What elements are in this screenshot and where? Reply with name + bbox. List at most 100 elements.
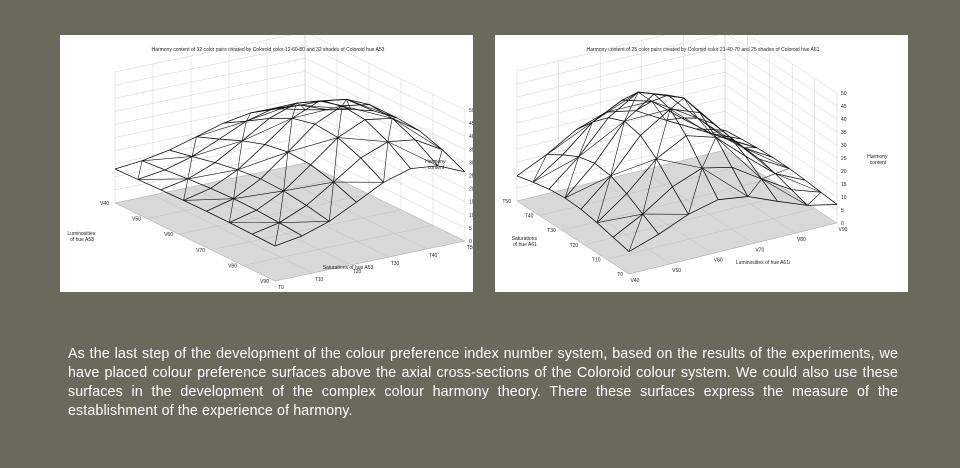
surface-mesh-line	[532, 156, 579, 183]
y-tick-label: V60	[164, 232, 173, 238]
surface-mesh-line	[606, 100, 652, 113]
surface-chart-a53: Harmony content of 32 color pairs create…	[67, 35, 473, 291]
wall-gridline	[114, 123, 306, 164]
z-tick-label: 20	[469, 187, 473, 193]
surface-mesh-line	[392, 117, 397, 119]
surface-mesh-line	[697, 117, 712, 134]
surface-mesh	[114, 98, 466, 247]
wall-gridline	[516, 84, 726, 137]
x-tick-label: T50	[467, 245, 473, 251]
surface-mesh-line	[304, 108, 466, 173]
surface-mesh-line	[346, 99, 397, 118]
floor-gridline	[516, 200, 630, 275]
surface-mesh-line	[287, 137, 338, 153]
z-axis-label: Harmony content	[867, 154, 889, 166]
surface-mesh-line	[142, 156, 193, 162]
surface-mesh-line	[187, 169, 238, 180]
wall-gridline	[304, 162, 466, 242]
floor-gridline	[242, 225, 434, 266]
surface-mesh-line	[341, 99, 347, 106]
surface-mesh-line	[233, 169, 239, 199]
wall-gridline	[516, 110, 726, 163]
surface-mesh-line	[724, 129, 838, 205]
surface-mesh-line	[596, 135, 806, 223]
y-tick-label: T10	[592, 257, 601, 263]
floor-gridline	[210, 209, 402, 250]
surface-mesh-line	[277, 98, 439, 166]
surface-mesh-line	[114, 108, 306, 170]
wall-gridline	[114, 58, 306, 99]
surface-mesh-line	[546, 154, 660, 235]
z-tick-label: 15	[469, 200, 473, 206]
surface-mesh-line	[605, 91, 719, 200]
z-tick-label: 35	[469, 147, 473, 153]
y-tick-label: T0	[617, 272, 623, 278]
surface-mesh-line	[223, 117, 384, 183]
z-axis-label-line1: Harmony	[867, 154, 888, 160]
surface-mesh-line	[328, 182, 334, 222]
surface-mesh-line	[183, 198, 234, 201]
floor-gridline	[628, 222, 838, 275]
wall-gridline	[516, 35, 665, 72]
surface-mesh-line	[300, 104, 306, 110]
wall-gridline	[304, 136, 466, 215]
wall-gridline	[114, 110, 306, 151]
caption-paragraph: As the last step of the development of t…	[68, 346, 898, 419]
surface-mesh-line	[274, 222, 280, 247]
y-axis-label-line2: of hue A53	[70, 237, 94, 243]
surface-mesh-line	[387, 141, 438, 166]
z-tick-label: 45	[841, 104, 847, 110]
z-axis-label-line1: Harmony	[425, 159, 446, 165]
chart-gridlines	[114, 35, 466, 282]
z-tick-label: 45	[469, 121, 473, 127]
surface-mesh-line	[241, 121, 247, 141]
surface-mesh-line	[656, 109, 671, 159]
surface-mesh-line	[187, 156, 193, 179]
surface-mesh-line	[532, 154, 547, 183]
surface-mesh-line	[669, 97, 685, 110]
surface-mesh-line	[596, 213, 643, 223]
surface-mesh-line	[807, 192, 822, 206]
surface-mesh-line	[624, 91, 639, 122]
z-tick-label: 20	[841, 169, 847, 175]
surface-mesh-line	[628, 213, 643, 252]
surface-mesh-line	[296, 99, 347, 104]
z-tick-label: 25	[841, 156, 847, 162]
x-tick-label: T10	[315, 277, 324, 283]
wall-gridline	[724, 84, 838, 159]
surface-mesh-line	[296, 102, 301, 106]
surface-mesh-line	[624, 108, 671, 122]
wall-gridline	[310, 35, 466, 111]
wall-gridline	[114, 162, 306, 204]
surface-mesh-line	[337, 105, 343, 138]
y-tick-label: T20	[570, 243, 579, 249]
wall-gridline	[747, 35, 838, 94]
wall-gridline	[114, 136, 306, 177]
x-tick-label: T40	[429, 253, 438, 259]
surface-mesh-line	[564, 156, 579, 199]
wall-gridline	[516, 58, 726, 111]
surface-mesh-line	[206, 104, 397, 212]
wall-gridline	[304, 44, 466, 124]
surface-mesh-line	[711, 133, 758, 149]
y-tick-label: V50	[132, 217, 141, 223]
wall-gridline	[724, 123, 838, 198]
surface-mesh-line	[387, 118, 393, 142]
floor-gridline	[584, 193, 793, 245]
z-axis-label-line2: content	[428, 165, 445, 171]
surface-mesh-line	[683, 97, 698, 119]
floor-gridline	[641, 170, 754, 244]
wall-gridline	[724, 71, 838, 146]
z-tick-label: 0	[841, 221, 844, 227]
wall-gridline	[304, 97, 466, 176]
floor-gridline	[606, 208, 815, 260]
floor-gridline	[539, 164, 748, 216]
floor-gridline	[178, 194, 370, 235]
x-tick-label: V50	[672, 268, 681, 274]
surface-mesh-line	[743, 147, 790, 169]
z-tick-label: 10	[469, 213, 473, 219]
surface-chart-a61: Harmony content of 25 color pairs create…	[502, 35, 889, 284]
z-tick-label: 40	[841, 117, 847, 123]
wall-gridline	[304, 123, 466, 202]
surface-mesh-line	[192, 140, 243, 157]
